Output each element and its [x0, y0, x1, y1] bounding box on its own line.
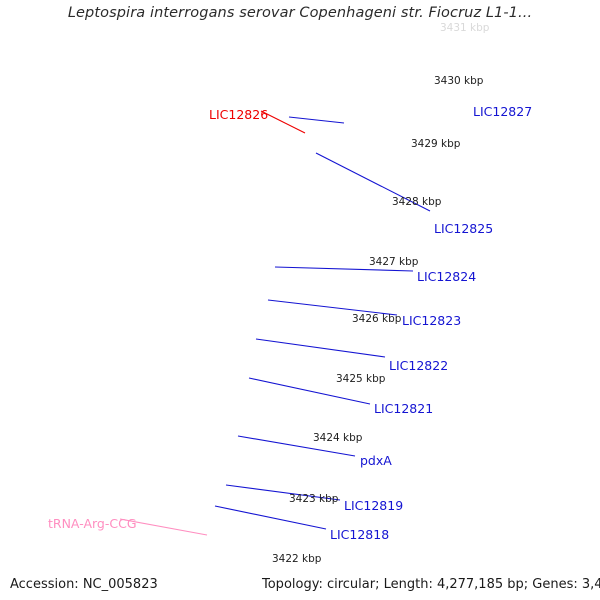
- status-bar: Accession: NC_005823 Topology: circular;…: [0, 574, 600, 600]
- leader-lines-layer: [119, 110, 431, 536]
- leader-LIC12823: [267, 299, 398, 316]
- feature-label-LIC12824[interactable]: LIC12824: [417, 269, 477, 284]
- leader-pdxA: [237, 435, 356, 457]
- leader-LIC12827: [288, 116, 345, 124]
- leader-LIC12824: [274, 266, 414, 272]
- leader-LIC12822: [255, 338, 386, 358]
- feature-label-LIC12825[interactable]: LIC12825: [434, 221, 494, 236]
- feature-label-LIC12826[interactable]: LIC12826: [209, 107, 269, 122]
- tick-label-3427-kbp: 3427 kbp: [369, 256, 419, 268]
- accession-text: Accession: NC_005823: [10, 577, 158, 592]
- leader-LIC12819: [225, 484, 341, 501]
- feature-label-LIC12822[interactable]: LIC12822: [389, 358, 449, 373]
- tick-label-3431-kbp: 3431 kbp: [440, 22, 490, 34]
- feature-label-tRNA-Arg-CCG[interactable]: tRNA-Arg-CCG: [48, 516, 137, 531]
- tick-label-3423-kbp: 3423 kbp: [289, 493, 339, 505]
- leader-tRNA-Arg-CCG: [119, 518, 208, 536]
- feature-label-LIC12827[interactable]: LIC12827: [473, 104, 533, 119]
- tick-label-3428-kbp: 3428 kbp: [392, 196, 442, 208]
- leader-LIC12821: [248, 377, 371, 405]
- leader-LIC12818: [214, 505, 327, 530]
- feature-label-LIC12823[interactable]: LIC12823: [402, 313, 462, 328]
- feature-label-LIC12818[interactable]: LIC12818: [330, 527, 390, 542]
- tick-label-3430-kbp: 3430 kbp: [434, 75, 484, 87]
- leader-LIC12826: [260, 110, 306, 134]
- feature-label-LIC12819[interactable]: LIC12819: [344, 498, 404, 513]
- feature-label-LIC12821[interactable]: LIC12821: [374, 401, 434, 416]
- tick-label-3422-kbp: 3422 kbp: [272, 553, 322, 565]
- tick-label-3425-kbp: 3425 kbp: [336, 373, 386, 385]
- leader-LIC12825: [315, 152, 431, 212]
- tick-label-3424-kbp: 3424 kbp: [313, 432, 363, 444]
- tick-label-3426-kbp: 3426 kbp: [352, 313, 402, 325]
- tick-label-3429-kbp: 3429 kbp: [411, 138, 461, 150]
- topology-summary-text: Topology: circular; Length: 4,277,185 bp…: [262, 577, 600, 592]
- feature-label-pdxA[interactable]: pdxA: [360, 453, 392, 468]
